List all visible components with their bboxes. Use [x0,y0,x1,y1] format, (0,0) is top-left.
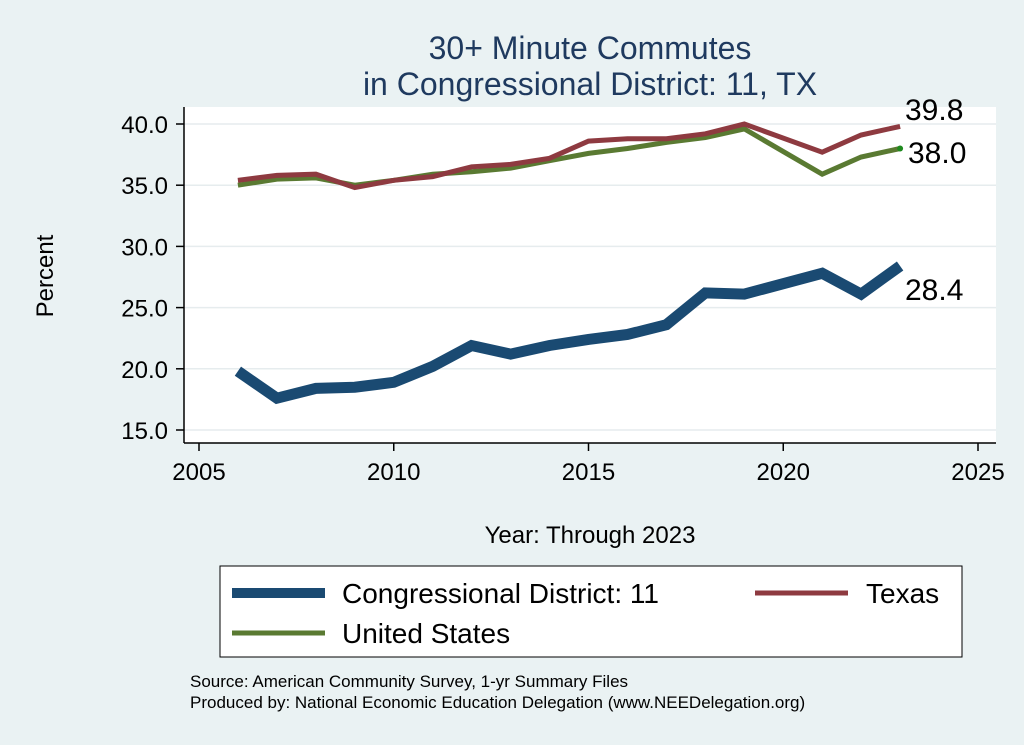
legend-label-district: Congressional District: 11 [342,578,659,609]
produced-by-note: Produced by: National Economic Education… [190,693,805,712]
x-tick-label: 2010 [367,459,420,486]
legend-box [219,565,963,658]
x-tick-label: 2025 [951,459,1004,486]
source-note: Source: American Community Survey, 1-yr … [190,672,628,691]
end-labels: 28.4 39.8 38.0 [905,94,966,307]
end-label-united-states: 38.0 [908,137,966,170]
chart-title-line-2: in Congressional District: 11, TX [363,66,817,102]
legend-label-texas: Texas [866,578,939,609]
y-tick-label: 20.0 [121,357,168,384]
axes: 15.0 20.0 25.0 30.0 35.0 40.0 2005 2010 2015 2020… [121,107,1005,486]
end-label-texas: 39.8 [905,94,963,127]
series-line-district [234,261,904,405]
series-line-texas [237,121,901,191]
y-tick-label: 15.0 [121,418,168,445]
x-tick-label: 2015 [562,459,615,486]
y-axis-title: Percent [32,234,59,317]
end-label-district: 28.4 [905,274,963,307]
x-axis-title: Year: Through 2023 [485,522,696,549]
x-tick-label: 2020 [757,459,810,486]
us-end-point [897,145,904,152]
legend: Congressional District: 11 Texas United … [219,565,963,658]
x-tick-label: 2005 [172,459,225,486]
gridlines [184,123,996,431]
y-tick-label: 30.0 [121,234,168,261]
y-tick-label: 40.0 [121,112,168,139]
data-series [234,121,904,405]
y-tick-label: 35.0 [121,173,168,200]
chart-title-line-1: 30+ Minute Commutes [429,30,752,66]
y-tick-label: 25.0 [121,296,168,323]
legend-label-united-states: United States [342,618,510,649]
